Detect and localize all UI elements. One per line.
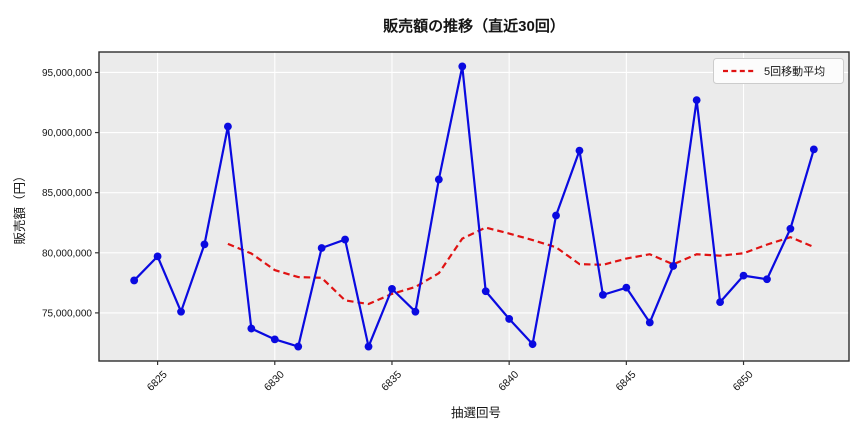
data-point-marker bbox=[763, 275, 771, 284]
data-point-marker bbox=[364, 342, 373, 351]
data-point-marker bbox=[669, 262, 678, 270]
data-point-marker bbox=[622, 283, 631, 292]
plot-area: 75,000,000 80,000,000 85,000,000 90,000,000… bbox=[42, 51, 850, 394]
y-axis-label: 販売額（円） bbox=[12, 169, 27, 244]
data-point-marker bbox=[247, 324, 256, 333]
data-point-marker bbox=[809, 145, 818, 154]
data-point-marker bbox=[458, 62, 467, 71]
data-point-marker bbox=[645, 318, 654, 327]
x-tick-label: 6825 bbox=[145, 369, 170, 394]
data-point-marker bbox=[270, 335, 279, 344]
data-point-marker bbox=[224, 122, 232, 131]
data-point-marker bbox=[177, 307, 185, 316]
data-point-marker bbox=[411, 307, 420, 316]
data-point-marker bbox=[599, 290, 607, 299]
data-point-marker bbox=[552, 211, 560, 220]
x-axis-label: 抽選回号 bbox=[451, 406, 501, 420]
data-point-marker bbox=[153, 252, 162, 261]
data-point-marker bbox=[317, 244, 326, 252]
data-point-marker bbox=[341, 235, 349, 244]
data-point-marker bbox=[481, 287, 490, 296]
sales-line bbox=[133, 65, 815, 348]
y-tick-label: 85,000,000 bbox=[42, 188, 92, 199]
y-tick-label: 90,000,000 bbox=[42, 128, 92, 139]
data-point-marker bbox=[200, 240, 209, 249]
data-point-marker bbox=[575, 146, 584, 155]
legend-box bbox=[713, 58, 844, 84]
data-point-marker bbox=[528, 340, 537, 349]
data-point-marker bbox=[739, 271, 748, 280]
chart-title: 販売額の推移（直近30回） bbox=[383, 17, 565, 35]
x-tick-label: 6840 bbox=[496, 369, 521, 394]
data-point-marker bbox=[294, 342, 303, 351]
x-tick-label: 6845 bbox=[613, 369, 638, 394]
data-point-marker bbox=[786, 224, 795, 233]
x-tick-label: 6835 bbox=[379, 369, 404, 394]
x-tick-label: 6850 bbox=[731, 369, 756, 394]
data-point-marker bbox=[505, 315, 514, 323]
plot-border bbox=[98, 51, 850, 362]
legend: 5回移動平均 bbox=[713, 58, 844, 84]
y-tick-label: 75,000,000 bbox=[42, 308, 92, 319]
y-tick-label: 95,000,000 bbox=[42, 68, 92, 79]
moving-average-line bbox=[227, 226, 815, 306]
legend-label: 5回移動平均 bbox=[764, 64, 825, 78]
x-tick-label: 6830 bbox=[262, 369, 287, 394]
plot-background bbox=[99, 52, 849, 361]
data-point-marker bbox=[388, 284, 396, 293]
data-point-marker bbox=[716, 298, 724, 306]
y-tick-label: 80,000,000 bbox=[42, 248, 92, 259]
data-point-marker bbox=[692, 96, 701, 104]
data-point-marker bbox=[434, 175, 443, 184]
data-point-marker bbox=[130, 276, 139, 285]
